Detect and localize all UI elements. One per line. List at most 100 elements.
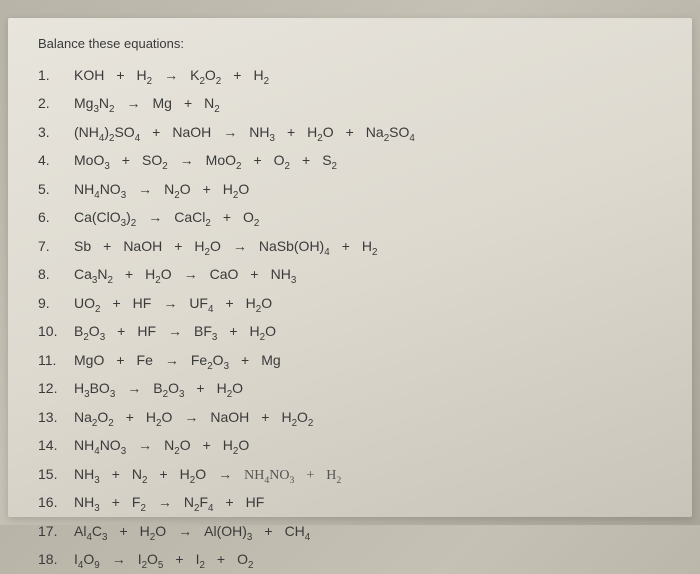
chemical-term: H2O2: [281, 407, 313, 431]
equation-row: 2.Mg3N2→Mg+N2: [38, 93, 662, 117]
equation-number: 3.: [38, 122, 74, 143]
plus-operator: +: [205, 549, 237, 570]
plus-operator: +: [334, 122, 366, 143]
chemical-term: H2O: [223, 179, 249, 203]
plus-operator: +: [229, 350, 261, 371]
plus-operator: +: [290, 150, 322, 171]
equation-row: 7.Sb+NaOH+H2O→NaSb(OH)4+H2: [38, 236, 662, 260]
chemical-term: NaSb(OH)4: [259, 236, 330, 260]
arrow-icon: →: [126, 435, 164, 456]
chemical-term: H2: [137, 65, 153, 89]
chemical-term: H2O: [307, 122, 333, 146]
chemical-term: I2O5: [138, 549, 164, 573]
equation-body: Sb+NaOH+H2O→NaSb(OH)4+H2: [74, 236, 377, 260]
arrow-icon: →: [168, 150, 206, 171]
plus-operator: +: [191, 435, 223, 456]
chemical-term: N2O: [164, 179, 190, 203]
equation-number: 12.: [38, 378, 74, 399]
chemical-term: F2: [132, 492, 146, 516]
plus-operator: +: [191, 179, 223, 200]
equation-row: 8.Ca3N2+H2O→CaO+NH3: [38, 264, 662, 288]
chemical-term: HF: [137, 321, 156, 342]
equation-number: 4.: [38, 150, 74, 171]
plus-operator: +: [217, 321, 249, 342]
equation-row: 3.(NH4)2SO4+NaOH→NH3+H2O+Na2SO4: [38, 122, 662, 146]
equation-body: MgO+Fe→Fe2O3+Mg: [74, 350, 281, 374]
plus-operator: +: [172, 93, 204, 114]
arrow-icon: →: [211, 122, 249, 143]
chemical-term: Mg: [261, 350, 280, 371]
equation-number: 11.: [38, 350, 74, 371]
equation-body: NH4NO3→N2O+H2O: [74, 435, 249, 459]
arrow-icon: →: [115, 378, 153, 399]
plus-operator: +: [275, 122, 307, 143]
plus-operator: +: [107, 521, 139, 542]
chemical-term: H2: [362, 236, 378, 260]
chemical-term: Ca(ClO3)2: [74, 207, 136, 231]
chemical-term: NaOH: [123, 236, 162, 257]
chemical-term: UF4: [189, 293, 213, 317]
chemical-term: NH3: [74, 492, 100, 516]
plus-operator: +: [294, 465, 326, 486]
chemical-term: Mg3N2: [74, 93, 114, 117]
arrow-icon: →: [151, 293, 189, 314]
chemical-term: HF: [246, 492, 265, 513]
equation-row: 1.KOH+H2→K2O2+H2: [38, 65, 662, 89]
plus-operator: +: [105, 321, 137, 342]
arrow-icon: →: [126, 179, 164, 200]
chemical-term: H2O: [146, 407, 172, 431]
chemical-term: Na2O2: [74, 407, 114, 431]
equation-number: 1.: [38, 65, 74, 86]
equation-row: 13.Na2O2+H2O→NaOH+H2O2: [38, 407, 662, 431]
arrow-icon: →: [146, 492, 184, 513]
equation-number: 14.: [38, 435, 74, 456]
equation-row: 4.MoO3+SO2→MoO2+O2+S2: [38, 150, 662, 174]
equation-row: 10.B2O3+HF→BF3+H2O: [38, 321, 662, 345]
plus-operator: +: [221, 65, 253, 86]
arrow-icon: →: [172, 264, 210, 285]
chemical-term: H2O: [217, 378, 243, 402]
plus-operator: +: [213, 492, 245, 513]
chemical-term: H2O: [246, 293, 272, 317]
chemical-term: CH4: [285, 521, 311, 545]
chemical-term: Ca3N2: [74, 264, 113, 288]
equation-number: 9.: [38, 293, 74, 314]
plus-operator: +: [241, 150, 273, 171]
worksheet-title: Balance these equations:: [38, 36, 662, 51]
chemical-term: MoO3: [74, 150, 110, 174]
chemical-term: I2: [196, 549, 205, 573]
plus-operator: +: [140, 122, 172, 143]
chemical-term: H2O: [194, 236, 220, 260]
plus-operator: +: [114, 407, 146, 428]
equation-body: B2O3+HF→BF3+H2O: [74, 321, 276, 345]
plus-operator: +: [100, 492, 132, 513]
chemical-term: (NH4)2SO4: [74, 122, 140, 146]
plus-operator: +: [162, 236, 194, 257]
equation-row: 15.NH3+N2+H2O→NH4NO3+H2: [38, 464, 662, 488]
chemical-term: SO2: [142, 150, 168, 174]
chemical-term: H2O: [180, 464, 206, 488]
plus-operator: +: [110, 150, 142, 171]
equation-number: 7.: [38, 236, 74, 257]
chemical-term: H2O: [250, 321, 276, 345]
chemical-term: B2O3: [74, 321, 105, 345]
chemical-term: MoO2: [206, 150, 242, 174]
chemical-term: H2O: [140, 521, 166, 545]
equation-number: 18.: [38, 549, 74, 570]
chemical-term: KOH: [74, 65, 104, 86]
worksheet-paper: Balance these equations: 1.KOH+H2→K2O2+H…: [8, 18, 692, 517]
equation-row: 12.H3BO3→B2O3+H2O: [38, 378, 662, 402]
equation-row: 16.NH3+F2→N2F4+HF: [38, 492, 662, 516]
chemical-term: CaCl2: [174, 207, 211, 231]
plus-operator: +: [147, 464, 179, 485]
chemical-term: CaO: [210, 264, 239, 285]
chemical-term: Sb: [74, 236, 91, 257]
arrow-icon: →: [166, 521, 204, 542]
plus-operator: +: [104, 350, 136, 371]
chemical-term: I4O9: [74, 549, 100, 573]
chemical-term: N2: [132, 464, 148, 488]
arrow-icon: →: [172, 407, 210, 428]
chemical-term: H3BO3: [74, 378, 115, 402]
equation-body: KOH+H2→K2O2+H2: [74, 65, 269, 89]
chemical-term: H2O: [145, 264, 171, 288]
